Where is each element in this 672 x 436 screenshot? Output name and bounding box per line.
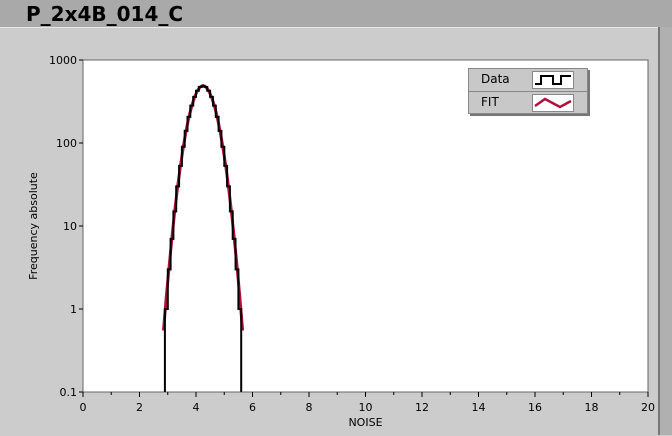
y-axis-label: Frequency absolute <box>27 172 40 280</box>
y-tick-label: 0.1 <box>60 386 78 399</box>
step-line-icon <box>532 71 574 89</box>
x-tick-label: 8 <box>306 401 313 414</box>
x-tick-label: 14 <box>472 401 486 414</box>
x-tick-label: 0 <box>80 401 87 414</box>
y-tick-label: 1000 <box>49 54 77 67</box>
y-tick-label: 10 <box>63 220 77 233</box>
y-tick-label: 1 <box>70 303 77 316</box>
x-tick-label: 20 <box>641 401 655 414</box>
legend-label: Data <box>481 72 510 86</box>
x-tick-label: 6 <box>249 401 256 414</box>
legend-item-fit[interactable]: FIT <box>469 91 587 113</box>
x-tick-label: 18 <box>585 401 599 414</box>
x-tick-label: 12 <box>415 401 429 414</box>
x-tick-label: 4 <box>193 401 200 414</box>
x-axis-label: NOISE <box>348 416 382 429</box>
x-tick-label: 2 <box>136 401 143 414</box>
y-tick-label: 100 <box>56 137 77 150</box>
legend-label: FIT <box>481 95 499 109</box>
legend-item-data[interactable]: Data <box>469 69 587 90</box>
zigzag-line-icon <box>532 94 574 112</box>
x-tick-label: 16 <box>528 401 542 414</box>
x-tick-label: 10 <box>359 401 373 414</box>
legend[interactable]: Data FIT <box>468 68 588 114</box>
